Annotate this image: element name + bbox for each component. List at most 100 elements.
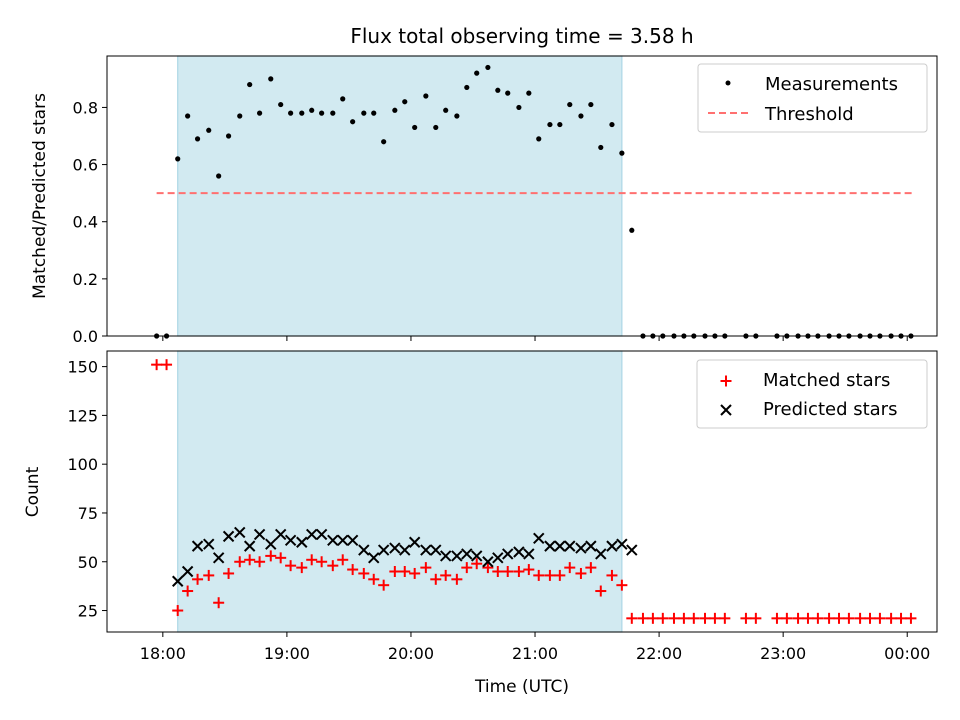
matched-point [905, 612, 917, 624]
x-tick-label: 18:00 [140, 644, 186, 663]
matched-point [657, 612, 669, 624]
predicted-point [492, 552, 504, 564]
measurement-point [299, 110, 305, 116]
measurement-point [588, 101, 594, 108]
measurement-point [598, 144, 604, 151]
matched-point [265, 550, 277, 562]
measurement-point [350, 119, 356, 125]
measurement-point [185, 113, 191, 119]
x-axis-label: Time (UTC) [474, 677, 569, 697]
measurement-point [216, 173, 222, 179]
predicted-point [203, 538, 215, 550]
predicted-point [451, 550, 463, 562]
top-y-ticks: 0.0 0.2 0.4 0.6 0.8 [73, 98, 107, 346]
y-tick-label: 0.6 [73, 156, 98, 175]
matched-point [626, 612, 638, 624]
matched-point [616, 579, 628, 591]
matched-point [585, 562, 597, 574]
predicted-point [172, 575, 184, 587]
predicted-point [212, 552, 225, 564]
matched-point [792, 612, 804, 624]
predicted-point [265, 538, 277, 550]
predicted-point [471, 550, 483, 562]
legend-predicted-marker [720, 404, 732, 416]
predicted-point [234, 526, 246, 539]
matched-point [409, 567, 421, 579]
predicted-points [172, 526, 638, 587]
matched-point [864, 612, 876, 624]
matched-point [523, 564, 535, 576]
matched-point [461, 562, 473, 574]
measurement-point [474, 70, 480, 76]
x-tick-label: 22:00 [636, 644, 682, 663]
matched-point [874, 612, 886, 624]
predicted-point [346, 534, 359, 546]
predicted-point [408, 536, 421, 548]
matched-point [885, 612, 897, 624]
measurement-point [175, 156, 181, 162]
matched-point [451, 573, 463, 585]
measurement-point [309, 107, 315, 113]
matched-point [471, 558, 483, 570]
predicted-point [585, 540, 597, 552]
chart-title: Flux total observing time = 3.58 h [350, 24, 693, 48]
matched-point [502, 566, 514, 578]
measurement-point [423, 93, 429, 99]
matched-point [709, 612, 721, 624]
matched-point [833, 612, 845, 624]
matched-point [389, 566, 401, 578]
matched-point [854, 612, 866, 624]
top-legend-box [697, 63, 928, 133]
matched-point [244, 554, 256, 566]
matched-point [823, 612, 835, 624]
y-tick-label: 50 [78, 553, 98, 572]
measurement-point [340, 96, 346, 102]
matched-point [151, 359, 163, 371]
measurement-point [247, 81, 253, 88]
matched-point [203, 569, 215, 581]
x-tick-label: 23:00 [760, 644, 806, 663]
matched-point [699, 612, 711, 624]
predicted-point [296, 536, 308, 548]
x-tick-label: 20:00 [388, 644, 434, 663]
predicted-point [327, 534, 339, 546]
measurement-point [505, 90, 511, 96]
x-tick-label: 00:00 [884, 644, 930, 663]
matched-point [771, 612, 783, 624]
matched-point [482, 562, 494, 574]
measurement-point [578, 113, 584, 119]
predicted-point [482, 556, 494, 568]
predicted-point [181, 565, 194, 578]
top-x-ticks [162, 336, 908, 341]
matched-point [595, 585, 607, 597]
x-tick-label: 21:00 [512, 644, 558, 663]
legend-matched-marker [720, 375, 732, 387]
measurement-point [536, 136, 542, 142]
x-tick-label: 19:00 [264, 644, 310, 663]
bottom-panel: 25 50 75 100 125 150 18:00 19:00 20:00 21:00 22:0… [23, 350, 938, 697]
predicted-point [430, 544, 442, 556]
matched-point [306, 554, 318, 566]
legend-predicted-label: Predicted stars [763, 399, 897, 420]
predicted-point [554, 540, 566, 552]
predicted-point [595, 548, 607, 560]
measurement-point [194, 136, 201, 142]
measurement-point [547, 121, 553, 128]
measurement-point [567, 101, 573, 108]
measurement-point [609, 121, 615, 128]
measurement-point [371, 110, 377, 116]
predicted-point [191, 540, 204, 552]
measurement-point [443, 107, 449, 113]
matched-point [234, 556, 246, 568]
matched-point [316, 556, 328, 568]
predicted-point [544, 540, 556, 552]
y-tick-label: 0.8 [73, 98, 98, 117]
matched-points [151, 359, 917, 624]
measurement-point [516, 104, 522, 111]
measurement-point [454, 113, 460, 119]
legend-threshold-label: Threshold [764, 104, 854, 125]
measurement-point [557, 121, 563, 128]
bottom-axes-frame [106, 350, 938, 633]
matched-point [492, 566, 504, 578]
